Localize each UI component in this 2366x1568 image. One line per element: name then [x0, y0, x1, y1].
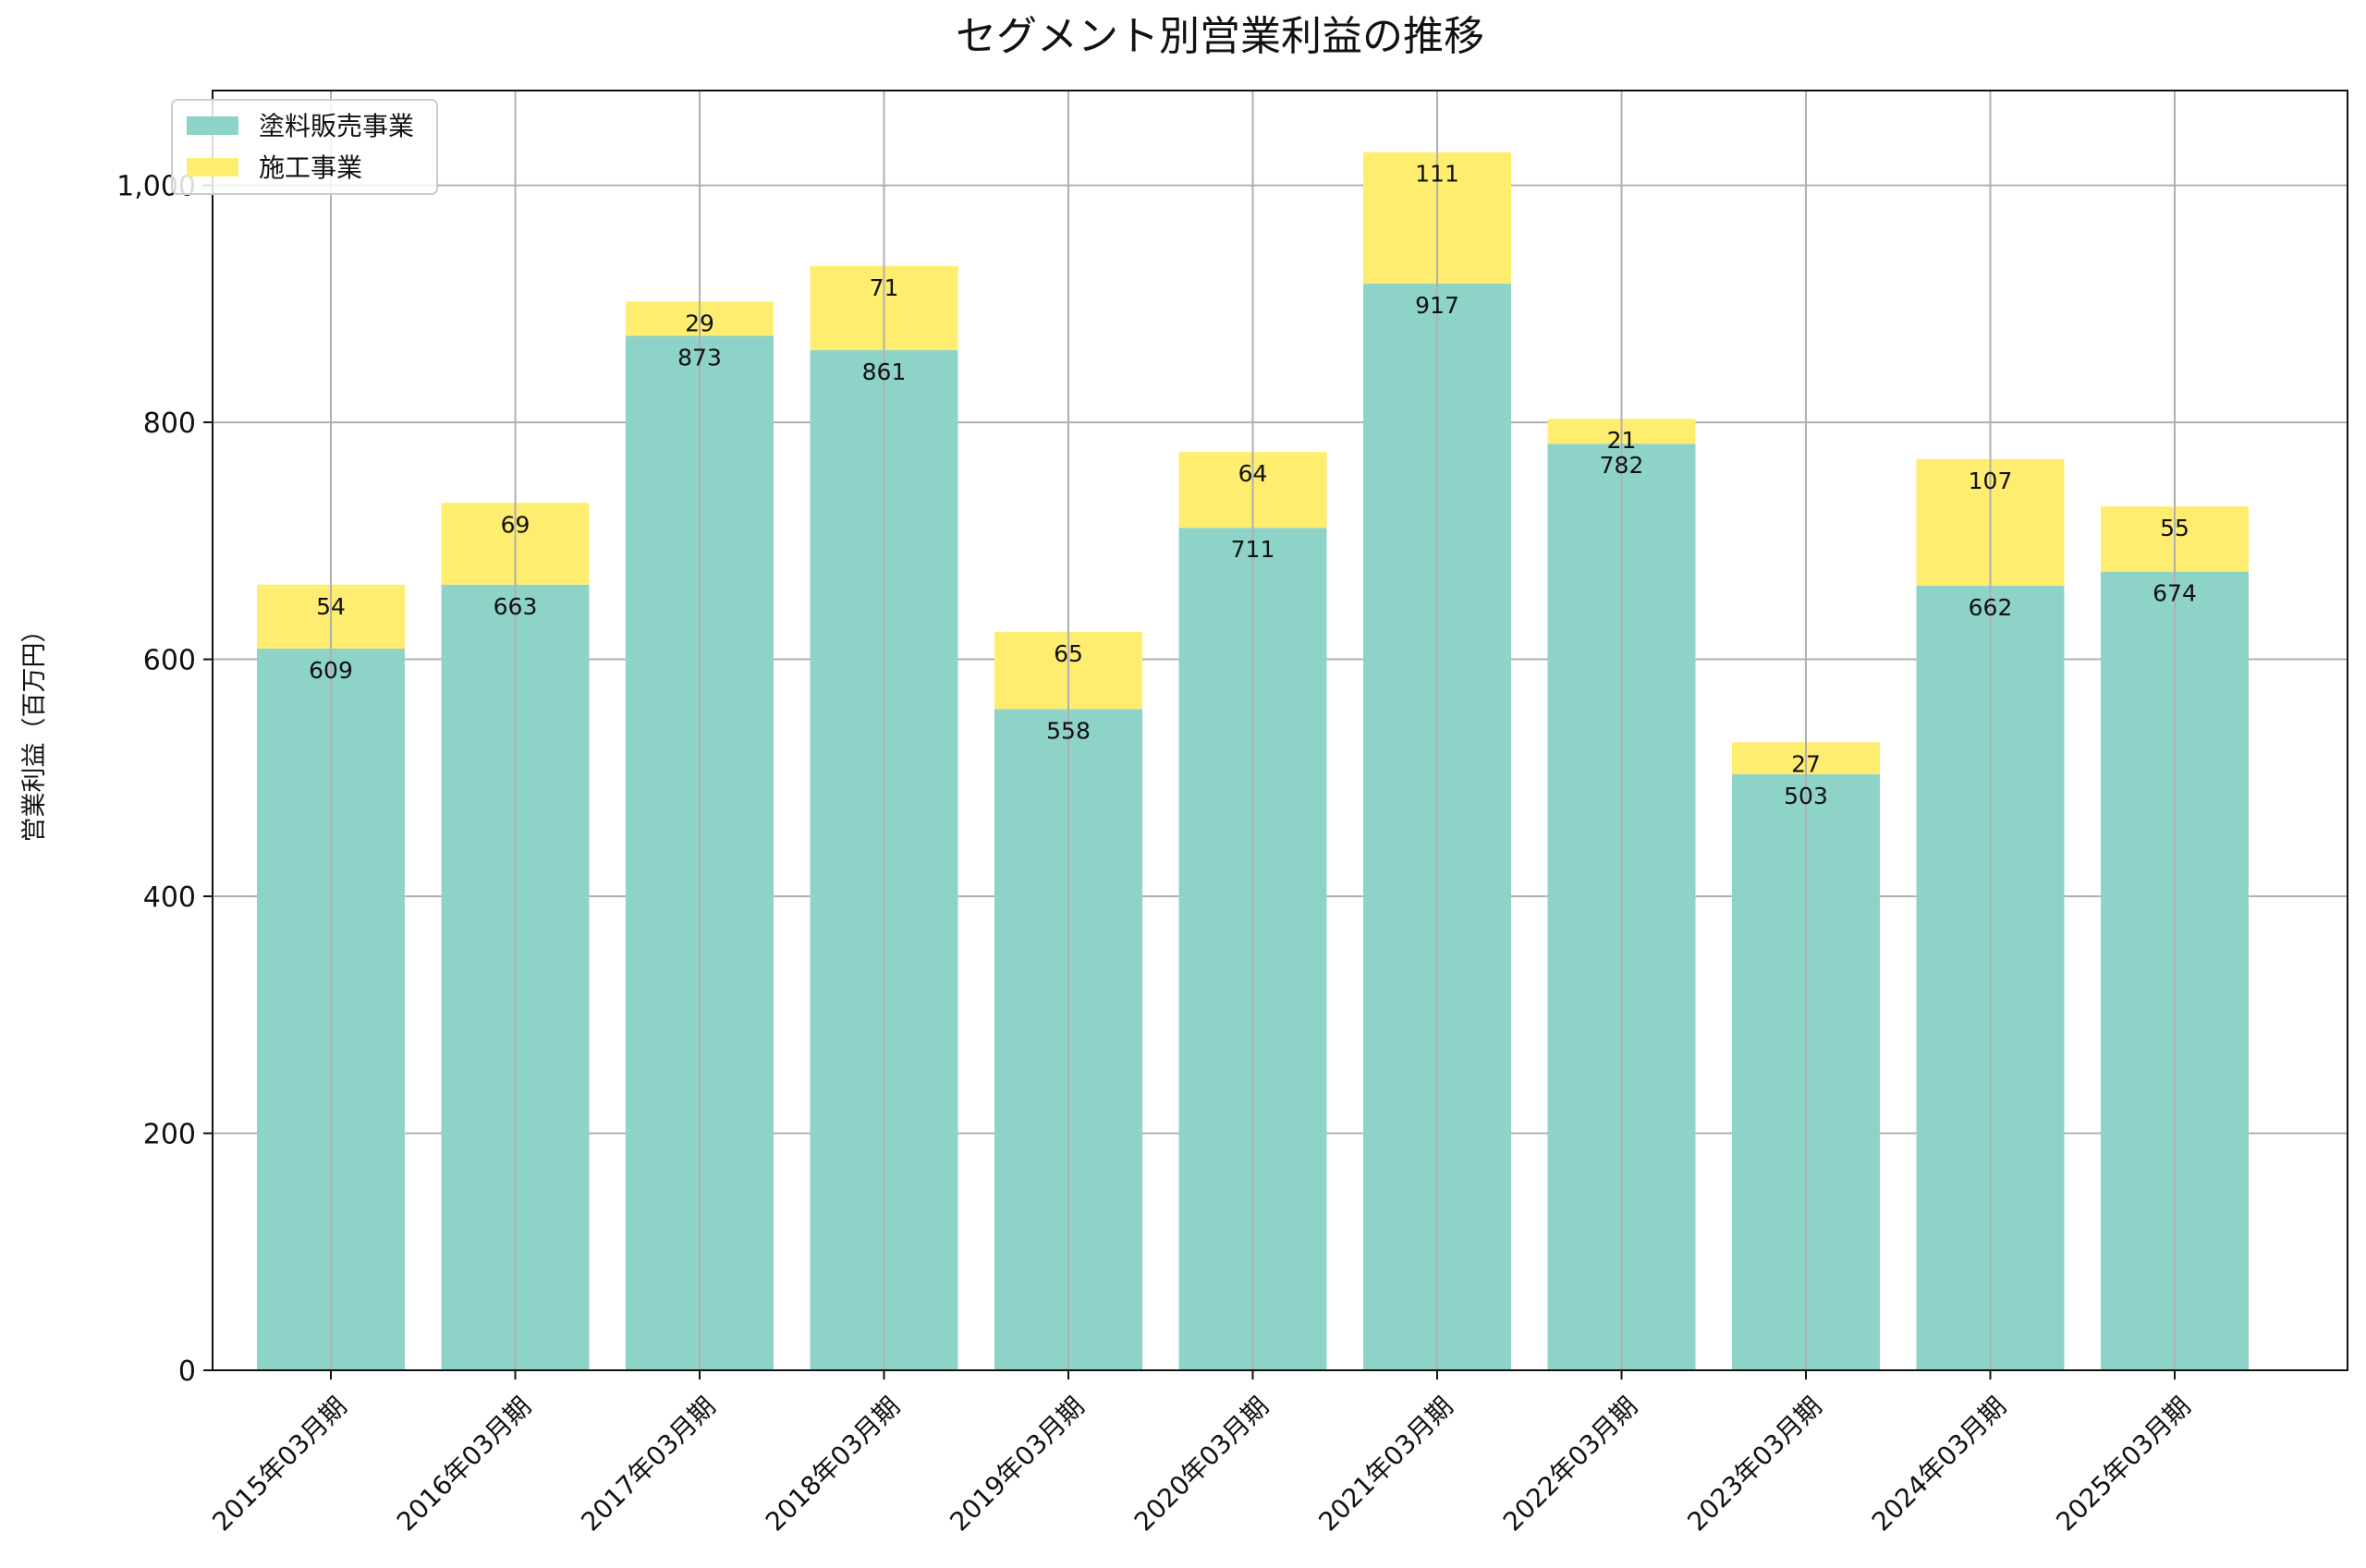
data-label-paint-sales: 609: [309, 657, 353, 684]
data-label-construction: 111: [1415, 161, 1459, 188]
data-label-construction: 54: [316, 593, 346, 620]
data-label-construction: 55: [2160, 515, 2189, 541]
x-tick-label: 2017年03月期: [575, 1391, 721, 1537]
data-label-paint-sales: 558: [1046, 717, 1091, 744]
legend-label-construction: 施工事業: [259, 152, 362, 183]
data-label-construction: 64: [1238, 460, 1268, 487]
x-tick-label: 2021年03月期: [1312, 1391, 1458, 1537]
x-tick-label: 2024年03月期: [1866, 1391, 2012, 1537]
y-tick-label: 800: [143, 407, 196, 440]
data-label-construction: 21: [1607, 427, 1637, 454]
data-label-construction: 29: [685, 310, 714, 336]
vertical-grid-layer: [330, 91, 2176, 1370]
x-tick-label: 2015年03月期: [206, 1391, 352, 1537]
legend-swatch-construction: [187, 158, 238, 176]
data-label-paint-sales: 503: [1784, 783, 1828, 809]
chart-title: セグメント別営業利益の推移: [956, 13, 1484, 60]
y-tick-label: 0: [178, 1355, 196, 1388]
x-tick-label: 2020年03月期: [1128, 1391, 1274, 1537]
data-label-construction: 27: [1791, 750, 1821, 777]
data-label-paint-sales: 663: [494, 593, 538, 620]
legend-label-paint-sales: 塗料販売事業: [259, 111, 414, 141]
data-label-construction: 65: [1054, 640, 1083, 667]
x-tick-label: 2018年03月期: [760, 1391, 906, 1537]
x-tick-label: 2016年03月期: [391, 1391, 537, 1537]
data-label-paint-sales: 662: [1969, 594, 2013, 621]
data-label-construction: 71: [870, 274, 899, 301]
data-label-paint-sales: 861: [862, 359, 907, 385]
data-label-paint-sales: 917: [1415, 292, 1459, 319]
legend-swatch-paint-sales: [187, 116, 238, 135]
data-label-paint-sales: 674: [2153, 580, 2197, 607]
data-label-construction: 69: [501, 511, 531, 538]
x-axis: 2015年03月期 2016年03月期 2017年03月期 2018年03月期 2019…: [206, 1370, 2197, 1538]
plot-frame: [212, 90, 2348, 1371]
legend: 塗料販売事業 施工事業: [171, 99, 438, 195]
y-tick-label: 200: [143, 1119, 196, 1151]
y-axis-label: 営業利益（百万円）: [20, 618, 49, 843]
y-tick-label: 400: [143, 881, 196, 914]
x-tick-label: 2023年03月期: [1681, 1391, 1827, 1537]
data-label-paint-sales: 711: [1231, 536, 1275, 563]
data-label-paint-sales: 782: [1600, 452, 1644, 479]
y-tick-label: 600: [143, 645, 196, 677]
data-label-paint-sales: 873: [677, 344, 722, 371]
x-tick-label: 2025年03月期: [2050, 1391, 2196, 1537]
x-tick-label: 2022年03月期: [1497, 1391, 1643, 1537]
x-tick-label: 2019年03月期: [944, 1391, 1090, 1537]
data-label-construction: 107: [1969, 468, 2013, 494]
